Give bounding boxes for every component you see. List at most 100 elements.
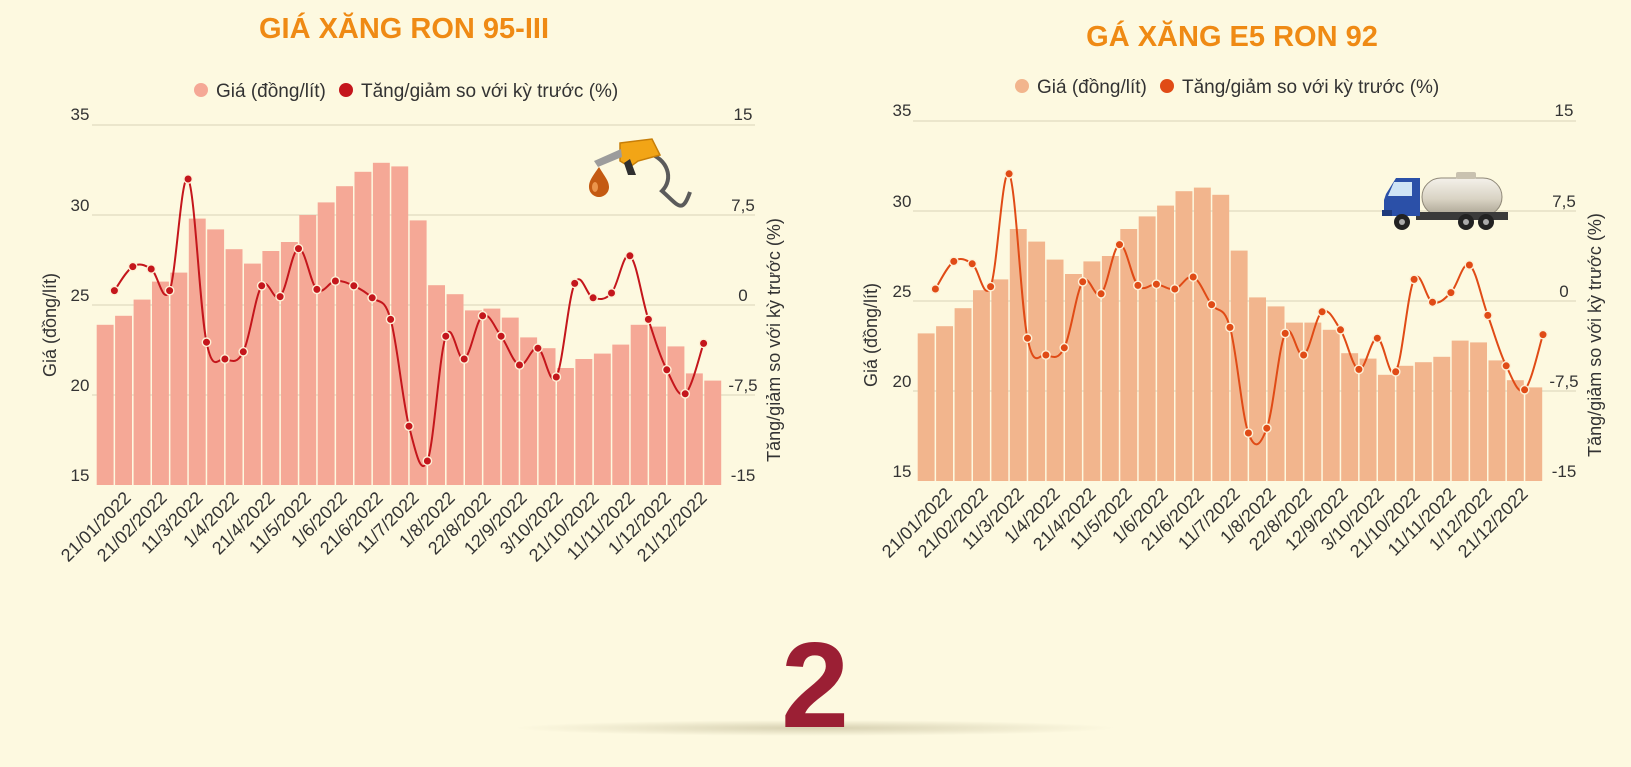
legend-label-line: Tăng/giảm so với kỳ trước (%) (361, 81, 618, 102)
change-point (1409, 274, 1420, 285)
price-bar (244, 263, 261, 485)
change-line-path (113, 177, 705, 468)
y-tick: 35 (893, 101, 912, 120)
price-bar (207, 229, 225, 485)
y2-axis-label: Tăng/giảm so với kỳ trước (%) (1585, 213, 1605, 457)
price-bar (1120, 229, 1138, 481)
y2-axis-label: Tăng/giảm so với kỳ trước (%) (764, 218, 784, 462)
change-point (643, 314, 654, 325)
price-bar (280, 242, 298, 485)
price-bar (704, 380, 722, 485)
price-bar (1249, 297, 1266, 481)
change-line (109, 174, 709, 468)
y2-tick: -7,5 (728, 376, 757, 395)
change-point (1446, 287, 1456, 298)
price-bar (1451, 340, 1469, 481)
change-point (588, 292, 598, 303)
change-point (183, 174, 194, 184)
price-bar (1138, 216, 1156, 481)
change-point (948, 256, 959, 267)
change-point (404, 421, 414, 432)
change-point (1538, 329, 1548, 340)
change-point (1372, 333, 1383, 344)
price-bar (649, 326, 666, 485)
change-point (1225, 322, 1235, 333)
price-bar (1433, 356, 1451, 481)
price-bar (1506, 380, 1524, 481)
change-point (1169, 284, 1180, 294)
price-bar (575, 359, 593, 485)
price-bar (612, 344, 630, 485)
price-bar (1101, 256, 1119, 481)
change-point (985, 281, 996, 292)
price-bar (336, 186, 353, 485)
change-point (422, 456, 433, 466)
price-bar (520, 337, 538, 485)
y-tick: 25 (893, 282, 912, 301)
y2-tick: 15 (1555, 101, 1574, 120)
price-bar (1378, 374, 1395, 481)
price-bar (936, 326, 953, 481)
price-bar (299, 215, 317, 485)
change-point (514, 360, 525, 370)
y-axis-label: Giá (đồng/lít) (861, 283, 881, 387)
y-tick: 20 (893, 372, 912, 391)
change-point (1243, 428, 1254, 438)
price-bar (465, 310, 482, 485)
y-tick: 30 (71, 196, 90, 215)
change-point (201, 337, 212, 348)
legend: Giá (đồng/lít) Tăng/giảm so với kỳ trước… (194, 81, 618, 102)
legend-label-line: Tăng/giảm so với kỳ trước (%) (1182, 77, 1439, 98)
change-line (930, 168, 1548, 446)
change-point (661, 364, 672, 375)
page-number: 2 (781, 617, 849, 753)
change-point (1519, 384, 1530, 395)
change-point (367, 292, 378, 303)
price-bar (991, 279, 1009, 481)
y-axis-right-ticks: 15 7,5 0 -7,5 -15 (1549, 101, 1578, 481)
price-bar (538, 348, 556, 485)
change-point (219, 354, 230, 364)
price-bar (170, 272, 188, 485)
y-axis-left-ticks: 35 30 25 20 15 (893, 101, 912, 481)
change-point (1335, 324, 1346, 335)
change-point (1041, 350, 1051, 360)
price-bar (1046, 259, 1064, 481)
y-axis-left-ticks: 35 30 25 20 15 (71, 105, 90, 485)
price-bar (317, 202, 335, 485)
price-bar (1083, 261, 1101, 481)
price-bar (1157, 205, 1174, 481)
change-point (1188, 272, 1199, 282)
change-point (1151, 279, 1162, 290)
change-point (109, 285, 120, 296)
y-tick: 15 (71, 466, 90, 485)
chart-title: GIÁ XĂNG RON 95-III (259, 11, 549, 45)
change-point (1059, 342, 1070, 353)
price-bar (593, 353, 611, 485)
price-bar (446, 294, 464, 485)
price-bar (1488, 360, 1506, 481)
y2-tick: 7,5 (1552, 192, 1576, 211)
price-bar (1193, 187, 1211, 481)
price-bar (372, 162, 390, 486)
y-tick: 20 (71, 376, 90, 395)
change-point (146, 264, 157, 274)
price-bar (1359, 358, 1377, 481)
y2-tick: -7,5 (1549, 372, 1578, 391)
change-point (1280, 328, 1291, 339)
chart-e5-ron92: GÁ XĂNG E5 RON 92 Giá (đồng/lít) Tăng/gi… (861, 19, 1605, 562)
legend-label-bar: Giá (đồng/lít) (216, 81, 326, 102)
tanker-truck-icon (1382, 172, 1508, 230)
change-point (238, 346, 249, 357)
change-point (459, 354, 470, 364)
change-point (348, 280, 359, 291)
change-point (1004, 168, 1014, 179)
y-tick: 15 (893, 462, 912, 481)
page-number-shadow (515, 720, 1115, 736)
price-bar (557, 368, 574, 485)
price-bar (483, 308, 501, 485)
change-point (1427, 297, 1438, 308)
price-bar (225, 249, 243, 485)
price-bar (428, 285, 445, 485)
